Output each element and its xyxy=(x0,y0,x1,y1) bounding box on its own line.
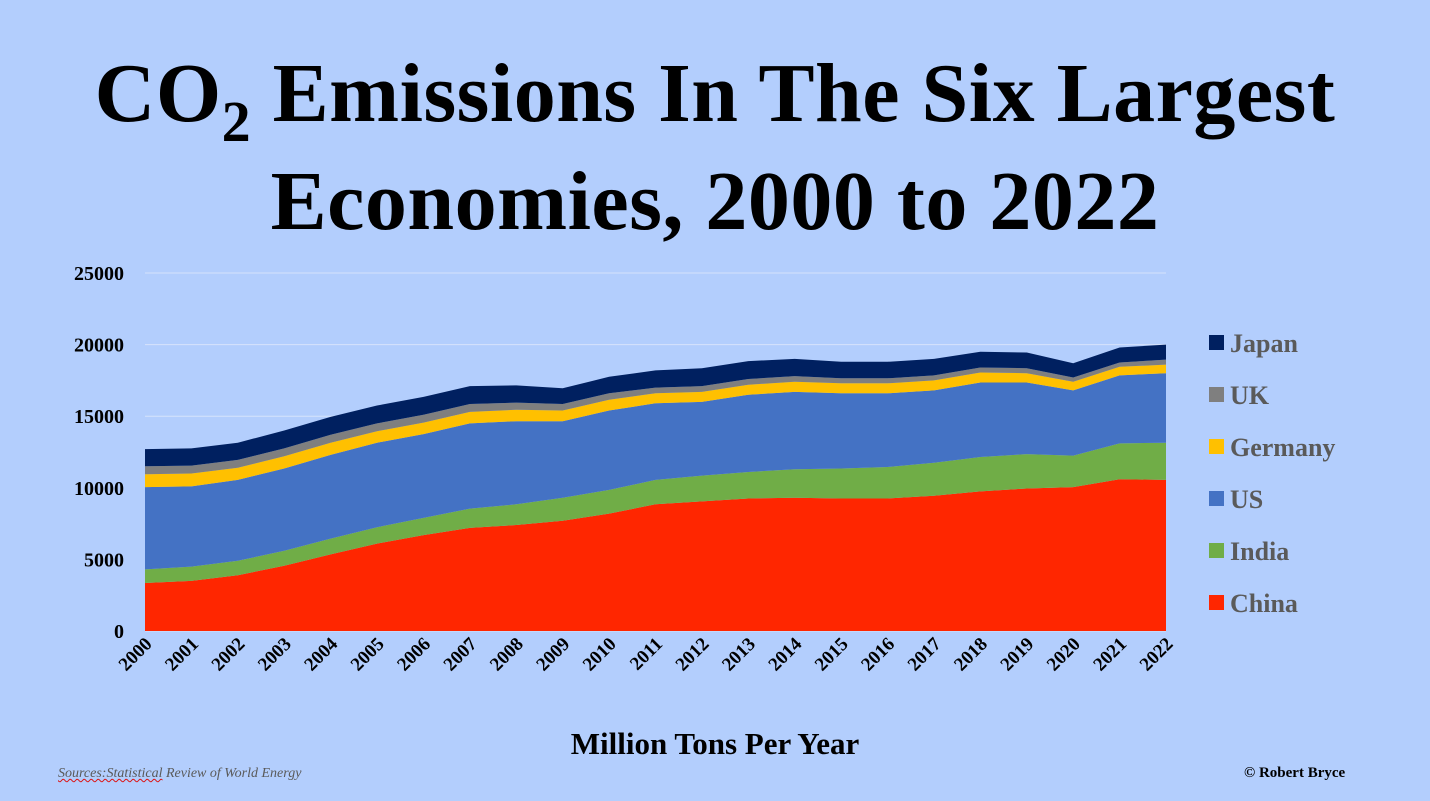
area-uk xyxy=(145,359,1166,475)
y-tick-label: 15000 xyxy=(74,406,124,428)
source-note-underlined: Sources:Statistical xyxy=(58,766,163,781)
y-tick-label: 10000 xyxy=(74,478,124,500)
source-note-rest: Review of World Energy xyxy=(162,766,302,781)
x-tick-label: 2019 xyxy=(997,634,1039,676)
legend-swatch-uk xyxy=(1209,387,1224,402)
x-tick-label: 2017 xyxy=(904,633,946,675)
x-tick-label: 2012 xyxy=(672,634,714,676)
x-tick-label: 2004 xyxy=(300,633,342,675)
x-tick-label: 2001 xyxy=(161,634,203,676)
title-line-1-rest: Emissions In The Six Largest xyxy=(251,47,1336,140)
legend-swatch-us xyxy=(1209,491,1224,506)
area-india xyxy=(145,442,1166,583)
source-note: Sources:Statistical Review of World Ener… xyxy=(58,766,301,782)
y-tick-label: 5000 xyxy=(84,549,124,571)
legend-swatch-japan xyxy=(1209,335,1224,350)
y-tick-label: 0 xyxy=(114,621,124,643)
x-tick-label: 2022 xyxy=(1136,634,1178,676)
chart-title: CO2 Emissions In The Six Largest Economi… xyxy=(0,44,1430,252)
legend-label-uk: UK xyxy=(1230,381,1270,410)
title-line-2: Economies, 2000 to 2022 xyxy=(270,155,1160,248)
x-tick-label: 2021 xyxy=(1089,634,1131,676)
title-co: CO xyxy=(94,47,222,140)
area-japan xyxy=(145,344,1166,467)
x-tick-label: 2009 xyxy=(532,634,574,676)
legend-label-japan: Japan xyxy=(1230,329,1298,358)
legend-label-germany: Germany xyxy=(1230,433,1335,462)
series-areas xyxy=(145,344,1166,631)
copyright: © Robert Bryce xyxy=(1244,765,1346,781)
x-tick-label: 2011 xyxy=(626,634,667,675)
x-tick-label: 2003 xyxy=(254,634,296,676)
legend-label-india: India xyxy=(1230,537,1289,566)
x-tick-label: 2014 xyxy=(765,633,807,675)
area-china xyxy=(145,479,1166,631)
legend-swatch-china xyxy=(1209,595,1224,610)
x-tick-label: 2013 xyxy=(718,634,760,676)
x-axis-label: Million Tons Per Year xyxy=(570,726,860,761)
area-germany xyxy=(145,364,1166,488)
x-tick-label: 2010 xyxy=(579,634,621,676)
x-tick-label: 2007 xyxy=(440,633,482,675)
x-tick-label: 2015 xyxy=(811,634,853,676)
x-tick-label: 2008 xyxy=(486,634,528,676)
title-subscript: 2 xyxy=(221,89,252,154)
legend-swatch-germany xyxy=(1209,439,1224,454)
legend-swatch-india xyxy=(1209,543,1224,558)
legend-label-china: China xyxy=(1230,589,1298,618)
y-axis-ticks: 0 5000 10000 15000 20000 25000 xyxy=(74,263,124,643)
legend: Japan UK Germany US India China xyxy=(1209,329,1335,618)
x-tick-label: 2020 xyxy=(1043,634,1085,676)
x-tick-label: 2016 xyxy=(857,634,899,676)
title-line-1: CO2 Emissions In The Six Largest xyxy=(0,44,1430,154)
x-tick-label: 2006 xyxy=(393,634,435,676)
area-us xyxy=(145,373,1166,570)
y-tick-label: 25000 xyxy=(74,263,124,285)
x-tick-label: 2002 xyxy=(208,634,250,676)
x-tick-label: 2005 xyxy=(347,634,389,676)
legend-label-us: US xyxy=(1230,485,1263,514)
x-tick-label: 2018 xyxy=(950,634,992,676)
y-tick-label: 20000 xyxy=(74,335,124,357)
x-axis-ticks: 2000 2001 2002 2003 2004 2005 2006 2007 2008 2009… xyxy=(115,633,1178,675)
